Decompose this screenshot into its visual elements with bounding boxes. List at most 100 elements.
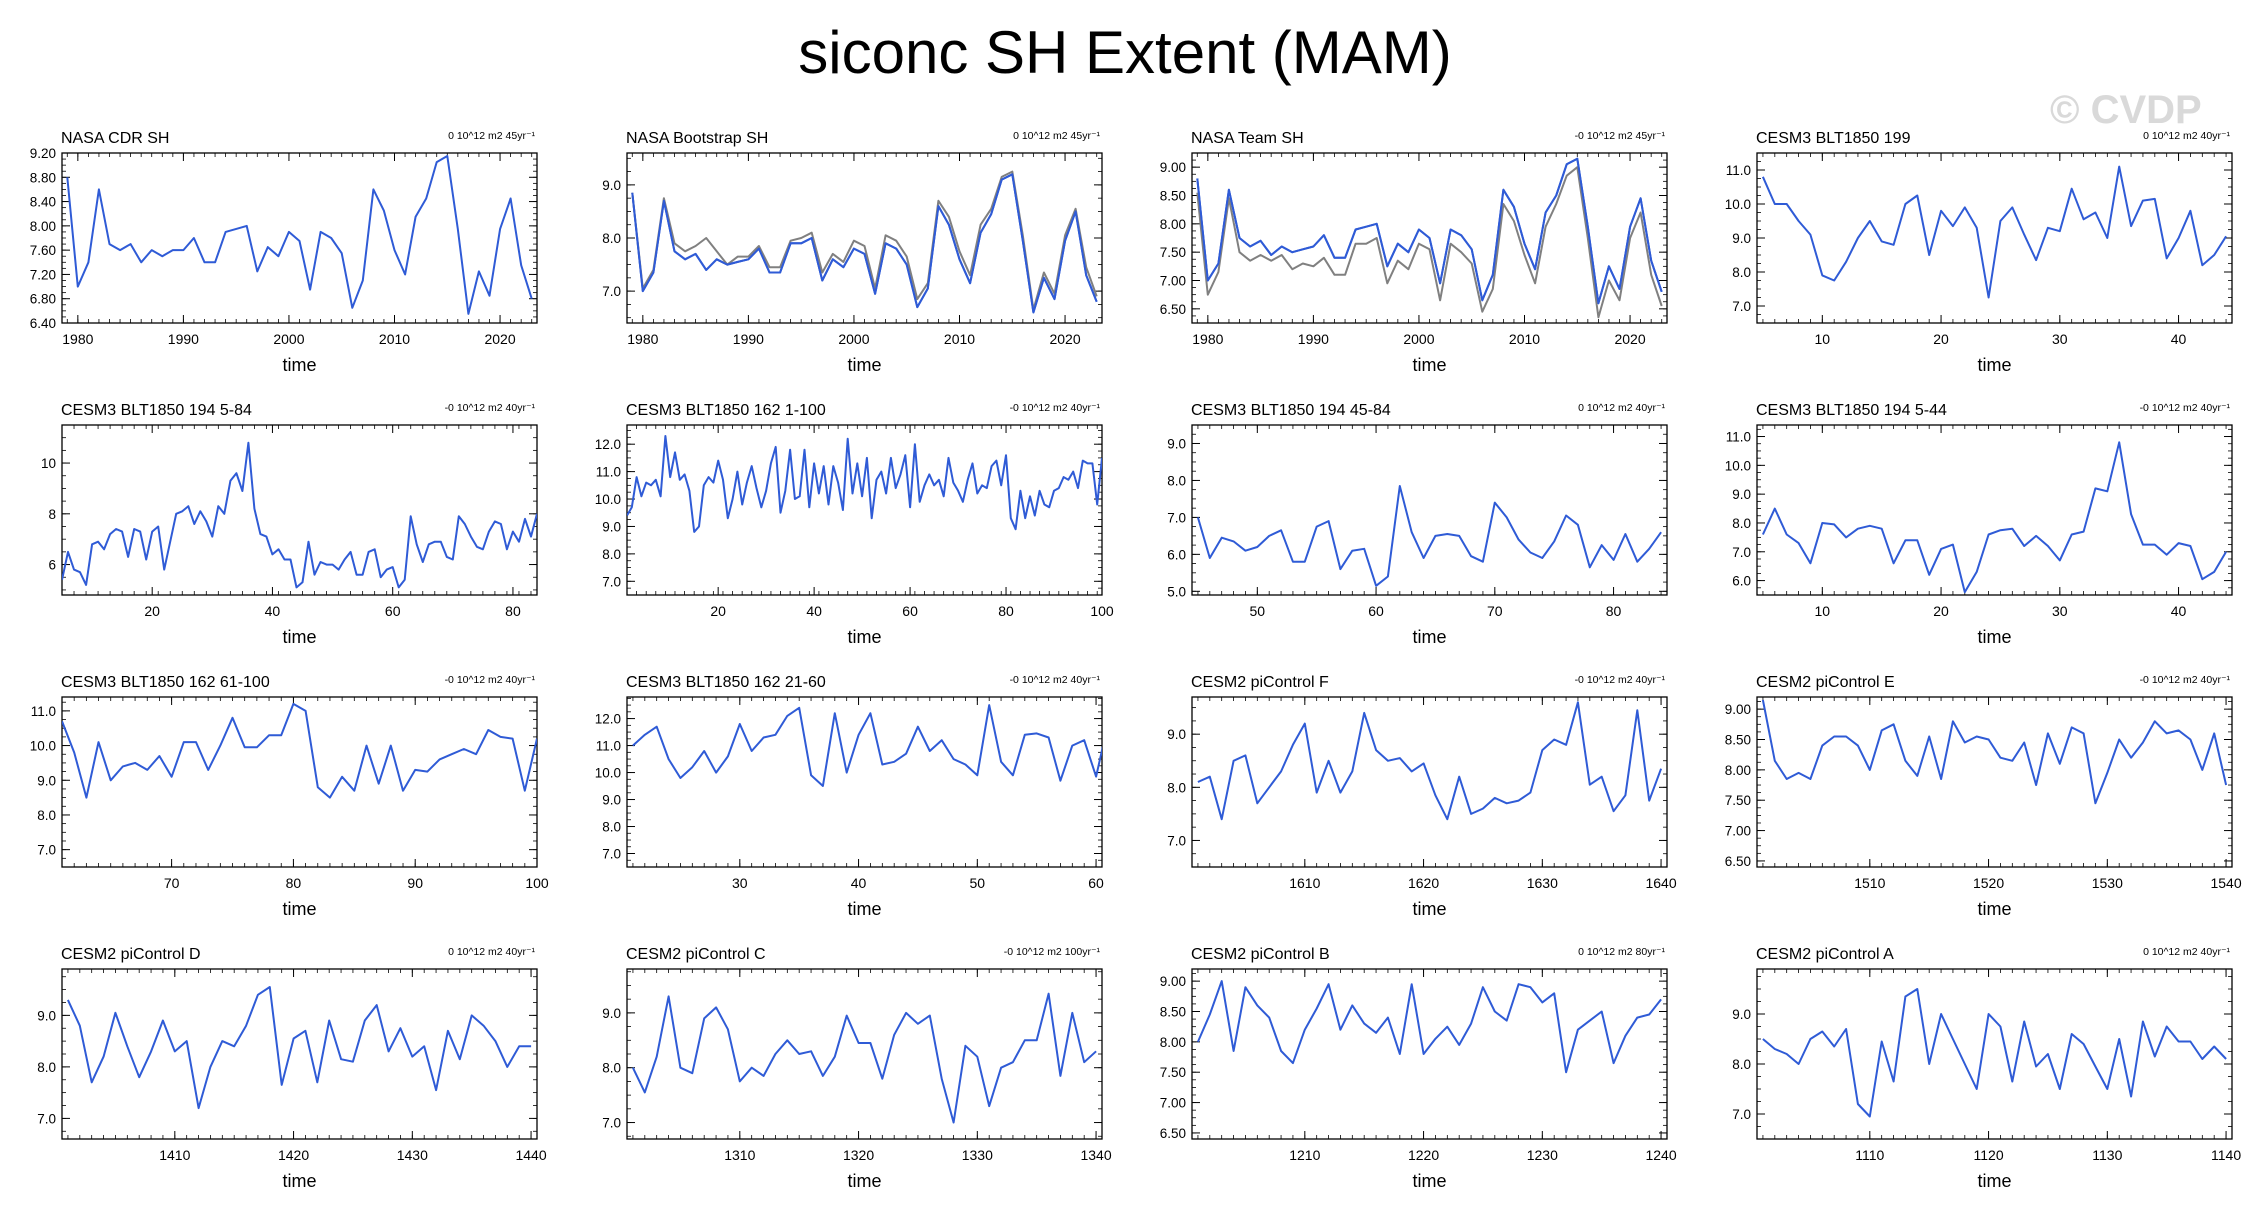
x-tick-label: 10	[1815, 331, 1831, 347]
y-tick-label: 8.80	[30, 170, 56, 185]
y-tick-label: 7.50	[1160, 1065, 1186, 1080]
y-tick-label: 7.00	[1725, 824, 1751, 839]
x-axis-label: time	[1412, 899, 1446, 919]
x-tick-label: 1130	[2092, 1147, 2122, 1163]
plot-frame	[61, 424, 538, 596]
x-tick-label: 40	[851, 875, 867, 891]
panel-title: CESM3 BLT1850 194 5-44	[1756, 402, 1947, 419]
trend-label: 0 10^12 m2 45yr⁻¹	[448, 130, 535, 142]
y-tick-label: 8.0	[1167, 473, 1186, 488]
y-tick-label: 8.40	[30, 195, 56, 210]
y-tick-label: 7.20	[30, 267, 56, 282]
y-tick-label: 8.0	[37, 1060, 56, 1075]
series-line	[1196, 485, 1662, 587]
x-tick-label: 80	[998, 603, 1014, 619]
y-tick-label: 8.0	[602, 820, 621, 835]
x-tick-label: 20	[144, 603, 160, 619]
y-tick-label: 11.0	[1726, 163, 1751, 178]
y-tick-label: 7.0	[1167, 833, 1186, 848]
y-tick-label: 7.00	[1160, 274, 1186, 289]
y-tick-label: 7.50	[1725, 793, 1751, 808]
x-axis-label: time	[847, 627, 881, 647]
y-tick-label: 10.0	[1725, 197, 1751, 212]
x-axis-label: time	[847, 355, 881, 375]
y-tick-label: 8.0	[1732, 516, 1751, 531]
series-line	[1197, 701, 1663, 821]
x-axis-label: time	[1977, 355, 2011, 375]
y-tick-label: 8.50	[1725, 733, 1751, 748]
trend-label: -0 10^12 m2 100yr⁻¹	[1004, 946, 1101, 958]
y-tick-label: 7.00	[1160, 1096, 1186, 1111]
panel-title: CESM3 BLT1850 162 61-100	[61, 674, 270, 691]
chart-panel: CESM3 BLT1850 194 45-84 0 10^12 m2 40yr⁻¹…	[1167, 402, 1668, 647]
x-axis-label: time	[282, 627, 316, 647]
x-tick-label: 2000	[273, 331, 304, 347]
y-tick-label: 7.0	[1732, 299, 1751, 314]
y-tick-label: 9.20	[30, 146, 56, 161]
chart-panel: CESM3 BLT1850 199 0 10^12 m2 40yr⁻¹ 10 20 30…	[1725, 130, 2233, 375]
x-tick-label: 1990	[1298, 331, 1329, 347]
plot-frame	[1191, 968, 1668, 1140]
y-tick-label: 10.0	[595, 766, 621, 781]
x-tick-label: 2020	[1049, 331, 1080, 347]
x-tick-label: 2010	[379, 331, 410, 347]
chart-panel: NASA CDR SH 0 10^12 m2 45yr⁻¹ 1980 1990 2000…	[30, 130, 538, 375]
x-tick-label: 1340	[1080, 1147, 1111, 1163]
x-tick-label: 40	[265, 603, 281, 619]
x-tick-label: 2000	[1403, 331, 1434, 347]
trend-label: -0 10^12 m2 40yr⁻¹	[2140, 402, 2231, 414]
series-line	[66, 155, 533, 315]
observed-series-line	[631, 170, 1098, 311]
chart-panel: CESM3 BLT1850 194 5-84 -0 10^12 m2 40yr⁻¹…	[41, 402, 538, 647]
plot-frame	[61, 968, 538, 1140]
panel-title: CESM2 piControl F	[1191, 674, 1329, 691]
y-tick-label: 5.0	[1167, 584, 1186, 599]
x-tick-label: 2020	[1614, 331, 1645, 347]
x-axis-label: time	[847, 1171, 881, 1191]
panel-title: CESM3 BLT1850 162 21-60	[626, 674, 826, 691]
x-tick-label: 1440	[515, 1147, 546, 1163]
x-axis-label: time	[1977, 627, 2011, 647]
series-line	[1761, 699, 2228, 805]
x-tick-label: 60	[1088, 875, 1104, 891]
plot-frame	[1756, 424, 2233, 596]
x-tick-label: 2000	[838, 331, 869, 347]
y-tick-label: 6.40	[30, 316, 56, 331]
x-tick-label: 50	[970, 875, 986, 891]
chart-panel: NASA Bootstrap SH 0 10^12 m2 45yr⁻¹ 1980 19…	[602, 130, 1103, 375]
y-tick-label: 6.0	[1167, 547, 1186, 562]
y-tick-label: 8.00	[1160, 217, 1186, 232]
x-tick-label: 20	[1933, 603, 1949, 619]
plot-frame	[1191, 424, 1668, 596]
x-tick-label: 1630	[1527, 875, 1558, 891]
y-tick-label: 7.50	[1160, 245, 1186, 260]
x-tick-label: 30	[732, 875, 748, 891]
y-tick-label: 8.00	[30, 219, 56, 234]
y-tick-label: 9.0	[37, 773, 56, 788]
y-tick-label: 7.0	[37, 843, 56, 858]
panel-title: CESM2 piControl C	[626, 946, 766, 963]
panel-title: NASA Bootstrap SH	[626, 130, 768, 147]
chart-panel: CESM2 piControl C -0 10^12 m2 100yr⁻¹ 1310…	[602, 946, 1112, 1191]
x-tick-label: 40	[806, 603, 822, 619]
panel-title: CESM2 piControl E	[1756, 674, 1895, 691]
x-tick-label: 20	[1933, 331, 1949, 347]
y-tick-label: 11.0	[596, 465, 621, 480]
trend-label: -0 10^12 m2 45yr⁻¹	[1575, 130, 1666, 142]
x-tick-label: 1110	[1855, 1147, 1884, 1163]
x-tick-label: 1610	[1289, 875, 1320, 891]
x-tick-label: 1620	[1408, 875, 1439, 891]
x-tick-label: 1230	[1527, 1147, 1558, 1163]
y-tick-label: 6.50	[1160, 302, 1186, 317]
y-tick-label: 7.0	[602, 847, 621, 862]
watermark: © CVDP	[2050, 88, 2202, 132]
x-tick-label: 80	[1606, 603, 1622, 619]
y-tick-label: 12.0	[595, 712, 621, 727]
plot-frame	[1756, 152, 2233, 324]
y-tick-label: 9.0	[602, 1006, 621, 1021]
series-line	[62, 702, 537, 799]
series-line	[1762, 988, 2227, 1118]
trend-label: 0 10^12 m2 40yr⁻¹	[2143, 130, 2230, 142]
x-tick-label: 1320	[843, 1147, 874, 1163]
series-line	[1761, 165, 2227, 299]
